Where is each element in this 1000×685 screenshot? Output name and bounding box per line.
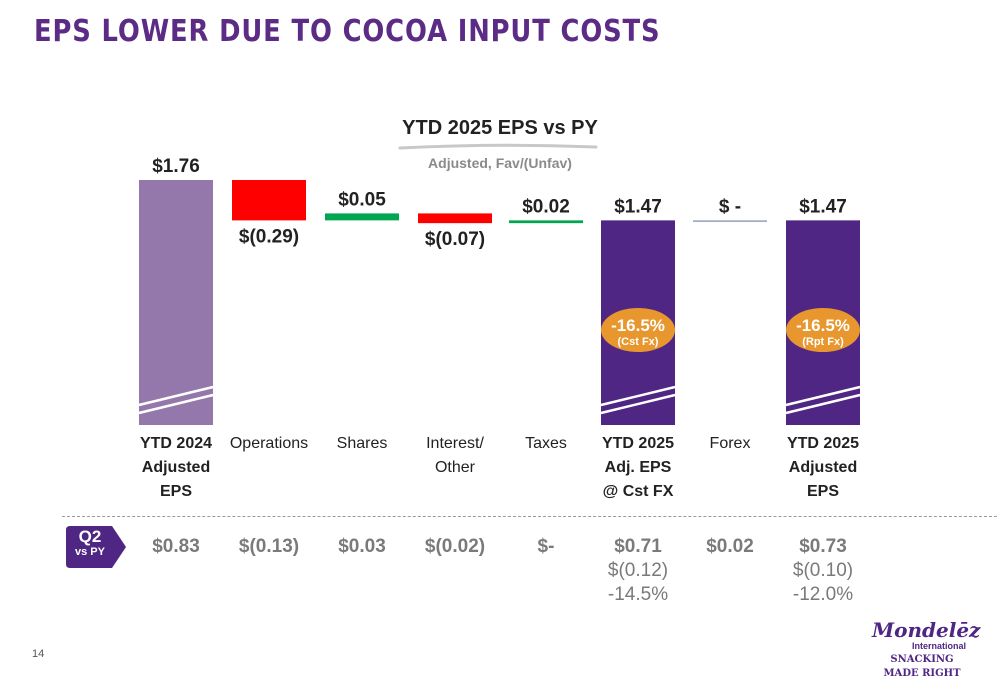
bar-1 — [232, 180, 306, 221]
axis-break-line-7-b — [785, 393, 861, 415]
q2-value-extra-5-1: -14.5% — [607, 584, 669, 605]
axis-break-line-5-a — [600, 385, 676, 407]
category-label-7: YTD 2025 Adjusted EPS — [768, 432, 878, 504]
change-badge-note-7: (Rpt Fx) — [802, 336, 844, 348]
q2-value-0: $0.83 — [116, 535, 236, 559]
data-label-3: $(0.07) — [425, 229, 485, 250]
q2-value-main-7: $0.73 — [799, 536, 847, 557]
q2-value-7: $0.73 $(0.10) -12.0% — [763, 535, 883, 607]
q2-value-4: $- — [486, 535, 606, 559]
q2-value-main-1: $(0.13) — [238, 536, 300, 557]
category-label-2-line-0: Shares — [336, 435, 388, 452]
category-label-4-line-0: Taxes — [525, 435, 567, 452]
data-label-2: $0.05 — [338, 189, 386, 210]
q2-value-main-3: $(0.02) — [424, 536, 486, 557]
change-badge-pct-7: -16.5% — [796, 316, 850, 335]
category-label-0: YTD 2024 Adjusted EPS — [121, 432, 231, 504]
q2-value-6: $0.02 — [670, 535, 790, 559]
q2-value-main-0: $0.83 — [152, 536, 200, 557]
data-label-6: $ - — [719, 196, 741, 217]
q2-value-1: $(0.13) — [209, 535, 329, 559]
q2-value-main-6: $0.02 — [706, 536, 754, 557]
category-label-3: Interest/Other — [400, 432, 510, 480]
bar-0 — [139, 180, 213, 425]
category-label-0-line-1: Adjusted — [141, 459, 211, 476]
data-label-4: $0.02 — [522, 196, 570, 217]
q2-value-3: $(0.02) — [395, 535, 515, 559]
title-underline-swoosh — [398, 143, 598, 150]
q2-badge-arrow — [66, 526, 126, 568]
axis-break-line-0-a — [138, 385, 214, 407]
q2-value-extra-7-0: $(0.10) — [792, 560, 854, 581]
q2-label: Q2 — [78, 527, 102, 546]
category-label-0-line-2: EPS — [159, 483, 192, 500]
chart-title: YTD 2025 EPS vs PY — [402, 117, 598, 139]
change-badge-5 — [601, 308, 675, 352]
category-label-5: YTD 2025 Adj. EPS @ Cst FX — [583, 432, 693, 504]
change-badge-pct-5: -16.5% — [611, 316, 665, 335]
axis-break-line-7-a — [785, 385, 861, 407]
category-label-4: Taxes — [491, 432, 601, 456]
category-label-7-line-1: Adjusted — [788, 459, 858, 476]
bar-3 — [418, 213, 492, 224]
q2-value-extra-5-0: $(0.12) — [607, 560, 669, 581]
category-label-7-line-0: YTD 2025 — [786, 435, 860, 452]
bar-4 — [509, 220, 583, 224]
q2-badge-text: Q2 vs PY — [66, 527, 114, 558]
waterfall-chart: $1.76 $(0.29) $0.05 $(0.07) $0.02 $1.47 -16.5%… — [138, 156, 861, 425]
company-logo: Mondelēz International SNACKING MADE RIG… — [872, 618, 981, 681]
bar-2 — [325, 213, 399, 221]
q2-value-main-2: $0.03 — [338, 536, 386, 557]
category-label-1: Operations — [214, 432, 324, 456]
axis-break-line-5-b — [600, 393, 676, 415]
logo-tagline: SNACKING MADE RIGHT — [883, 654, 961, 679]
category-label-1-line-0: Operations — [229, 435, 309, 452]
category-label-3-line-1: Other — [434, 459, 475, 476]
category-label-3-line-0: Interest/ — [426, 435, 484, 452]
q2-sublabel: vs PY — [75, 546, 105, 558]
change-badge-7 — [786, 308, 860, 352]
logo-subtitle: International — [911, 641, 966, 651]
section-divider — [62, 516, 997, 517]
data-label-1: $(0.29) — [239, 226, 299, 247]
category-label-5-line-0: YTD 2025 — [601, 435, 675, 452]
category-label-6-line-0: Forex — [709, 435, 751, 452]
category-label-5-line-1: Adj. EPS — [604, 459, 672, 476]
category-label-6: Forex — [675, 432, 785, 456]
axis-break-line-0-b — [138, 393, 214, 415]
chart-subtitle: Adjusted, Fav/(Unfav) — [428, 155, 572, 171]
logo-name: Mondelēz — [872, 618, 981, 642]
data-label-0: $1.76 — [152, 156, 200, 177]
q2-value-2: $0.03 — [302, 535, 422, 559]
data-label-7: $1.47 — [799, 196, 847, 217]
category-label-2: Shares — [307, 432, 417, 456]
q2-value-5: $0.71 $(0.12) -14.5% — [578, 535, 698, 607]
category-label-7-line-2: EPS — [806, 483, 839, 500]
page-number: 14 — [32, 648, 45, 660]
bar-6 — [693, 220, 767, 222]
slide-headline: EPS LOWER DUE TO COCOA INPUT COSTS — [34, 14, 661, 49]
q2-value-extra-7-1: -12.0% — [792, 584, 854, 605]
category-label-5-line-2: @ Cst FX — [602, 483, 674, 500]
q2-value-main-5: $0.71 — [614, 536, 662, 557]
q2-value-main-4: $- — [537, 536, 555, 557]
change-badge-note-5: (Cst Fx) — [618, 336, 659, 348]
data-label-5: $1.47 — [614, 196, 662, 217]
category-label-0-line-0: YTD 2024 — [139, 435, 213, 452]
